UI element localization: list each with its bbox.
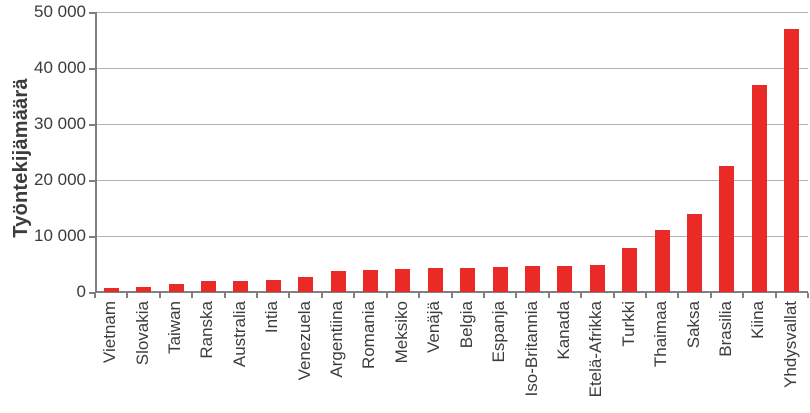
x-tick bbox=[482, 293, 485, 298]
x-tick bbox=[191, 293, 194, 298]
x-tick-label: Turkki bbox=[618, 301, 638, 347]
x-tick bbox=[94, 293, 96, 298]
gridline bbox=[95, 124, 808, 125]
x-axis-line bbox=[95, 291, 808, 293]
gridline bbox=[95, 12, 808, 13]
y-tick-label: 20 000 bbox=[34, 170, 86, 189]
x-tick-label: Espanja bbox=[489, 301, 509, 363]
x-tick bbox=[644, 293, 647, 298]
x-tick-label: Argentiina bbox=[327, 301, 347, 378]
x-tick bbox=[742, 293, 745, 298]
x-tick-label: Vietnam bbox=[100, 301, 120, 364]
bar-taiwan bbox=[168, 284, 184, 292]
x-tick-label: Kanada bbox=[553, 301, 573, 360]
x-tick bbox=[418, 293, 421, 298]
x-tick-label: Iso-Britannia bbox=[521, 301, 541, 397]
y-tick bbox=[89, 68, 95, 70]
x-tick bbox=[774, 293, 777, 298]
y-tick bbox=[89, 236, 95, 238]
bar-iso-britannia bbox=[525, 266, 541, 292]
bar-vietnam bbox=[103, 288, 119, 292]
x-tick-label: Ranska bbox=[197, 301, 217, 359]
y-tick-label: 0 bbox=[76, 282, 86, 301]
x-tick-label: Yhdysvallat bbox=[780, 301, 800, 388]
x-tick-label: Belgia bbox=[456, 301, 476, 349]
y-tick bbox=[89, 180, 95, 182]
x-tick-label: Slovakia bbox=[132, 301, 152, 366]
y-tick bbox=[89, 12, 95, 14]
bar-yhdysvallat bbox=[784, 28, 800, 292]
bar-intia bbox=[265, 279, 281, 292]
bar-argentiina bbox=[330, 271, 346, 292]
x-tick bbox=[320, 293, 323, 298]
x-tick-label: Intia bbox=[262, 301, 282, 334]
bar-venezuela bbox=[298, 277, 314, 292]
y-tick bbox=[89, 124, 95, 126]
y-tick bbox=[89, 292, 95, 294]
bar-ranska bbox=[200, 281, 216, 292]
x-tick-label: Venezuela bbox=[294, 301, 314, 381]
x-tick bbox=[612, 293, 615, 298]
x-tick-label: Saksa bbox=[683, 301, 703, 349]
x-tick bbox=[385, 293, 388, 298]
x-tick bbox=[126, 293, 129, 298]
x-tick-label: Venäjä bbox=[424, 301, 444, 353]
y-tick-label: 40 000 bbox=[34, 58, 86, 77]
x-tick bbox=[353, 293, 356, 298]
bar-slovakia bbox=[136, 286, 152, 292]
x-tick bbox=[158, 293, 161, 298]
x-tick-label: Australia bbox=[229, 301, 249, 368]
bar-espanja bbox=[492, 266, 508, 292]
bar-saksa bbox=[687, 213, 703, 292]
y-tick-label: 50 000 bbox=[34, 2, 86, 21]
x-tick bbox=[807, 293, 809, 298]
x-tick bbox=[288, 293, 291, 298]
x-tick-label: Brasilia bbox=[715, 301, 735, 357]
y-tick-label: 30 000 bbox=[34, 114, 86, 133]
y-axis-line bbox=[95, 12, 97, 293]
bar-kanada bbox=[557, 265, 573, 292]
y-tick-label: 10 000 bbox=[34, 226, 86, 245]
bar-brasilia bbox=[719, 166, 735, 292]
bar-romania bbox=[362, 269, 378, 292]
x-tick bbox=[515, 293, 518, 298]
x-tick bbox=[709, 293, 712, 298]
x-tick bbox=[450, 293, 453, 298]
gridline bbox=[95, 180, 808, 181]
x-tick bbox=[547, 293, 550, 298]
x-tick bbox=[677, 293, 680, 298]
x-tick bbox=[580, 293, 583, 298]
x-tick-label: Romania bbox=[359, 301, 379, 370]
bar-ven-j- bbox=[427, 268, 443, 292]
bar-etel-afrikka bbox=[589, 264, 605, 292]
x-tick-label: Thaimaa bbox=[651, 301, 671, 368]
bar-kiina bbox=[751, 84, 767, 292]
x-tick bbox=[256, 293, 259, 298]
x-tick-label: Meksiko bbox=[391, 301, 411, 364]
bar-belgia bbox=[460, 267, 476, 292]
x-tick-label: Etelä-Afrikka bbox=[586, 301, 606, 398]
bar-australia bbox=[233, 280, 249, 292]
x-tick-label: Kiina bbox=[748, 301, 768, 339]
x-tick bbox=[223, 293, 226, 298]
gridline bbox=[95, 68, 808, 69]
plot-area bbox=[89, 12, 809, 298]
bar-meksiko bbox=[395, 269, 411, 292]
x-tick-label: Taiwan bbox=[165, 301, 185, 354]
gridline bbox=[95, 236, 808, 237]
bar-turkki bbox=[622, 247, 638, 292]
bar-thaimaa bbox=[654, 230, 670, 292]
